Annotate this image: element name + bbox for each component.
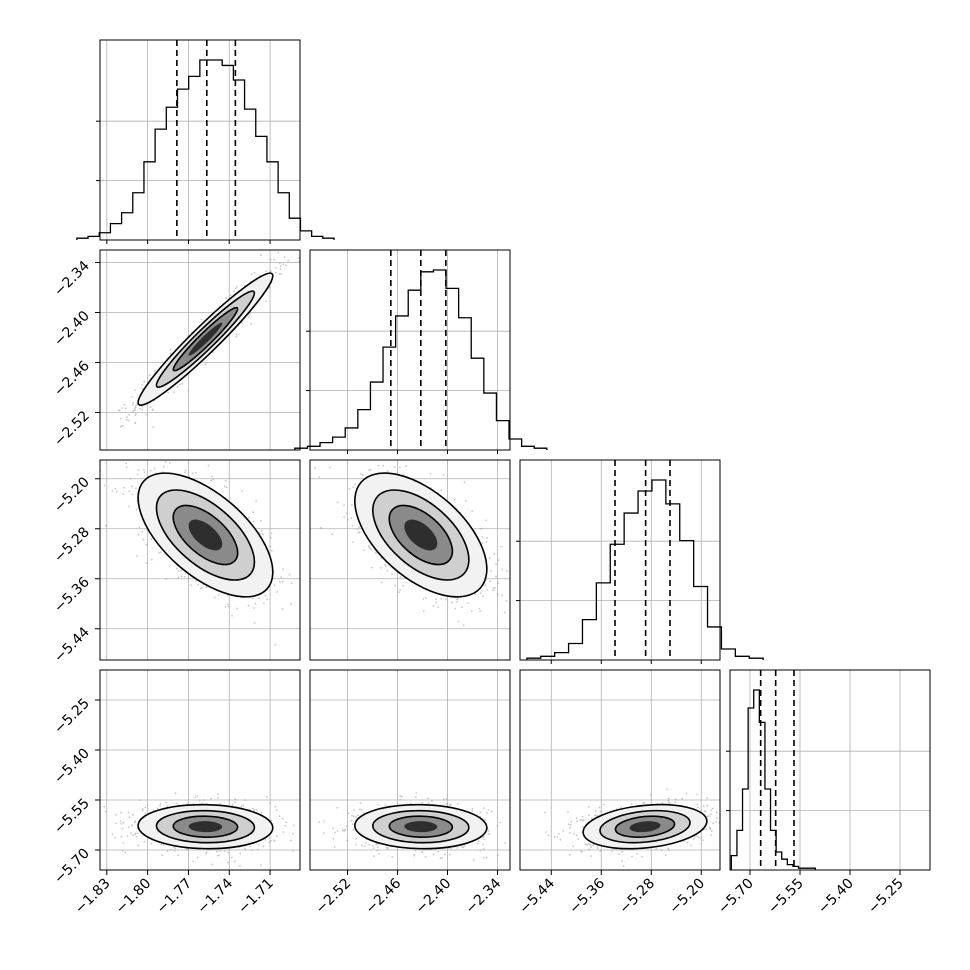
x-tick-label: −1.80 bbox=[113, 876, 155, 918]
y-tick-label: −5.70 bbox=[51, 846, 93, 888]
y-tick-label: −5.44 bbox=[51, 624, 93, 666]
contour-2 bbox=[388, 815, 454, 838]
y-tick-label: −5.55 bbox=[51, 796, 93, 838]
x-tick-label: −5.28 bbox=[616, 876, 658, 918]
y-tick-label: −5.25 bbox=[51, 696, 93, 738]
x-tick-label: −2.34 bbox=[463, 875, 505, 917]
contour-1 bbox=[372, 489, 470, 581]
contour-2 bbox=[614, 815, 676, 838]
scatter-panel-3-0 bbox=[99, 669, 301, 871]
point-cloud bbox=[100, 460, 293, 646]
panel-frame bbox=[729, 669, 931, 871]
x-tick-label: −5.25 bbox=[865, 876, 907, 918]
point-cloud bbox=[117, 251, 300, 428]
y-tick-label: −2.40 bbox=[51, 308, 93, 350]
contour-0 bbox=[137, 803, 274, 850]
panel-frame bbox=[309, 669, 511, 871]
panel-frame bbox=[309, 249, 511, 451]
x-tick-label: −2.52 bbox=[313, 876, 355, 918]
density-fill-3 bbox=[404, 821, 438, 833]
contour-0 bbox=[137, 272, 274, 406]
x-tick-label: −5.40 bbox=[815, 876, 857, 918]
panel-frame bbox=[519, 459, 721, 661]
density-fill-3 bbox=[188, 322, 223, 356]
density-fill-3 bbox=[188, 821, 223, 833]
y-tick-label: −5.20 bbox=[51, 474, 93, 516]
x-tick-label: −1.83 bbox=[72, 876, 114, 918]
x-tick-label: −1.71 bbox=[235, 876, 277, 918]
x-tick-label: −2.40 bbox=[413, 876, 455, 918]
histogram-panel-0 bbox=[76, 39, 335, 241]
y-tick-label: −2.46 bbox=[51, 358, 93, 400]
panel-frame bbox=[99, 39, 301, 241]
point-cloud bbox=[318, 792, 507, 861]
contour-1 bbox=[599, 809, 691, 844]
x-tick-label: −5.20 bbox=[666, 876, 708, 918]
histogram-panel-1 bbox=[294, 249, 548, 451]
x-tick-label: −5.55 bbox=[765, 876, 807, 918]
x-tick-label: −5.70 bbox=[715, 876, 757, 918]
y-tick-label: −5.36 bbox=[51, 574, 93, 616]
panel-frame bbox=[99, 459, 301, 661]
point-cloud bbox=[314, 464, 508, 627]
x-tick-label: −1.77 bbox=[154, 876, 196, 918]
contour-1 bbox=[155, 809, 256, 844]
scatter-panel-1-0 bbox=[99, 249, 301, 451]
panel-frame bbox=[99, 249, 301, 451]
scatter-panel-3-1 bbox=[309, 669, 511, 871]
histogram-steps bbox=[76, 59, 335, 240]
contour-0 bbox=[582, 803, 708, 850]
point-cloud bbox=[544, 788, 720, 868]
x-tick-label: −2.46 bbox=[363, 875, 405, 917]
scatter-panel-2-0 bbox=[99, 459, 301, 661]
panel-frame bbox=[309, 459, 511, 661]
panel-frame bbox=[519, 669, 721, 871]
y-tick-label: −2.34 bbox=[51, 258, 93, 300]
contour-0 bbox=[137, 472, 274, 598]
contour-2 bbox=[172, 815, 239, 838]
density-fill-3 bbox=[188, 519, 223, 551]
y-tick-label: −5.40 bbox=[51, 746, 93, 788]
scatter-panel-3-2 bbox=[519, 669, 721, 871]
point-cloud bbox=[103, 792, 295, 867]
contour-2 bbox=[388, 504, 454, 566]
contour-1 bbox=[155, 290, 256, 388]
scatter-panel-2-1 bbox=[309, 459, 511, 661]
density-fill-3 bbox=[404, 519, 438, 551]
y-tick-label: −5.28 bbox=[51, 524, 93, 566]
panel-frame bbox=[99, 669, 301, 871]
contour-0 bbox=[354, 472, 488, 598]
histogram-panel-2 bbox=[516, 459, 764, 661]
x-tick-label: −5.36 bbox=[566, 875, 608, 917]
contour-2 bbox=[172, 504, 239, 566]
contour-0 bbox=[354, 803, 488, 850]
contour-2 bbox=[172, 306, 239, 372]
x-tick-label: −1.74 bbox=[194, 875, 236, 917]
x-tick-label: −5.44 bbox=[516, 875, 558, 917]
contour-1 bbox=[372, 809, 470, 844]
histogram-steps bbox=[730, 689, 816, 870]
density-fill-3 bbox=[629, 821, 661, 833]
y-tick-label: −2.52 bbox=[51, 408, 93, 450]
contour-1 bbox=[155, 489, 256, 581]
histogram-panel-3 bbox=[726, 669, 931, 871]
